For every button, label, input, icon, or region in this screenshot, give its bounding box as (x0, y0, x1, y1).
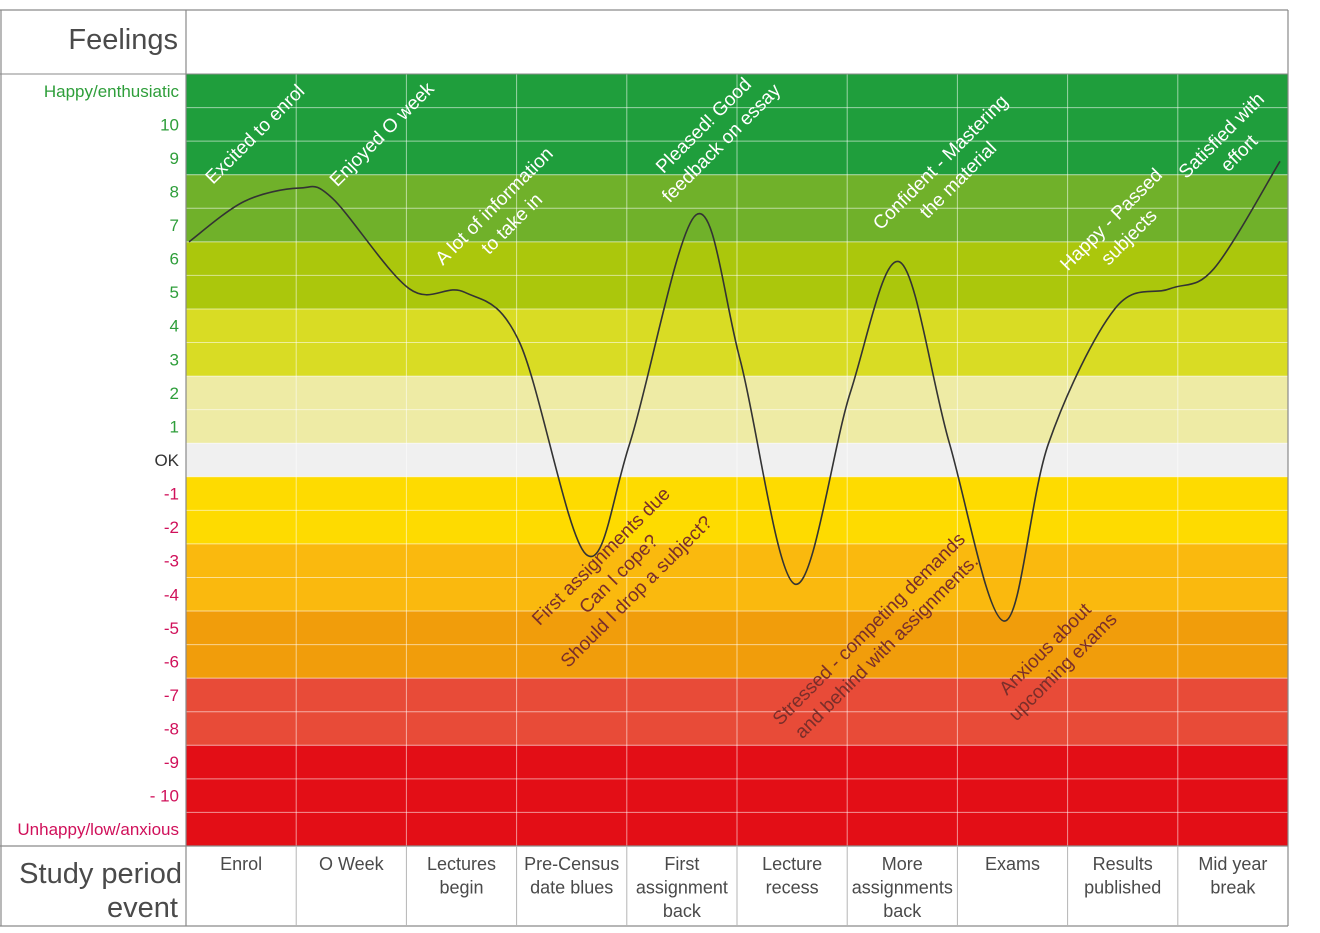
x-category-label: Pre-Census (524, 854, 619, 874)
x-axis-labels: Enrol O Week Lectures begin Pre-Census date b… (220, 854, 1267, 921)
x-category-label: back (663, 901, 702, 921)
x-category-label: assignments (852, 878, 953, 898)
x-category-label: Lecture (762, 854, 822, 874)
y-tick-label: 10 (160, 115, 179, 134)
x-category-label: assignment (636, 878, 728, 898)
x-category-label: Lectures (427, 854, 496, 874)
y-tick-label: Unhappy/low/anxious (17, 820, 179, 839)
y-tick-label: 9 (170, 149, 179, 168)
x-category-label: More (882, 854, 923, 874)
y-axis-labels: Happy/enthusiatic 10 9 8 7 6 5 4 3 2 1 OK -1 -2 -3 -4 -5… (17, 82, 179, 839)
x-category-label: break (1210, 878, 1256, 898)
y-tick-label: 6 (170, 250, 179, 269)
y-tick-label: 5 (170, 283, 179, 302)
y-tick-label: -4 (164, 585, 179, 604)
x-axis-title-line1: Study period (19, 858, 182, 890)
y-axis-title: Feelings (68, 24, 178, 56)
x-axis-title-line2: event (107, 892, 178, 924)
x-category-label: Enrol (220, 854, 262, 874)
y-tick-label: -8 (164, 720, 179, 739)
y-tick-label: Happy/enthusiatic (44, 82, 180, 101)
x-category-label: back (883, 901, 922, 921)
y-tick-label: -7 (164, 686, 179, 705)
y-tick-label: -3 (164, 552, 179, 571)
y-tick-label: 1 (170, 417, 179, 436)
x-category-label: published (1084, 878, 1161, 898)
y-tick-label: -6 (164, 652, 179, 671)
x-category-label: Mid year (1198, 854, 1267, 874)
x-category-label: Exams (985, 854, 1040, 874)
x-category-label: O Week (319, 854, 385, 874)
y-tick-label: -9 (164, 753, 179, 772)
y-tick-label: OK (154, 451, 179, 470)
chart-frame (0, 9, 1289, 927)
series-line (188, 160, 1281, 622)
x-category-label: date blues (530, 878, 613, 898)
x-category-label: First (664, 854, 699, 874)
x-category-label: Results (1093, 854, 1153, 874)
x-category-label: begin (439, 878, 483, 898)
grid-lines (186, 74, 1288, 846)
y-tick-label: -5 (164, 619, 179, 638)
y-tick-label: 3 (170, 350, 179, 369)
y-tick-label: -1 (164, 485, 179, 504)
y-tick-label: 8 (170, 182, 179, 201)
series-line-0 (188, 160, 1281, 622)
y-tick-label: -2 (164, 518, 179, 537)
y-tick-label: - 10 (150, 787, 179, 806)
y-tick-label: 4 (170, 317, 179, 336)
x-category-label: recess (766, 878, 819, 898)
y-tick-label: 2 (170, 384, 179, 403)
y-tick-label: 7 (170, 216, 179, 235)
